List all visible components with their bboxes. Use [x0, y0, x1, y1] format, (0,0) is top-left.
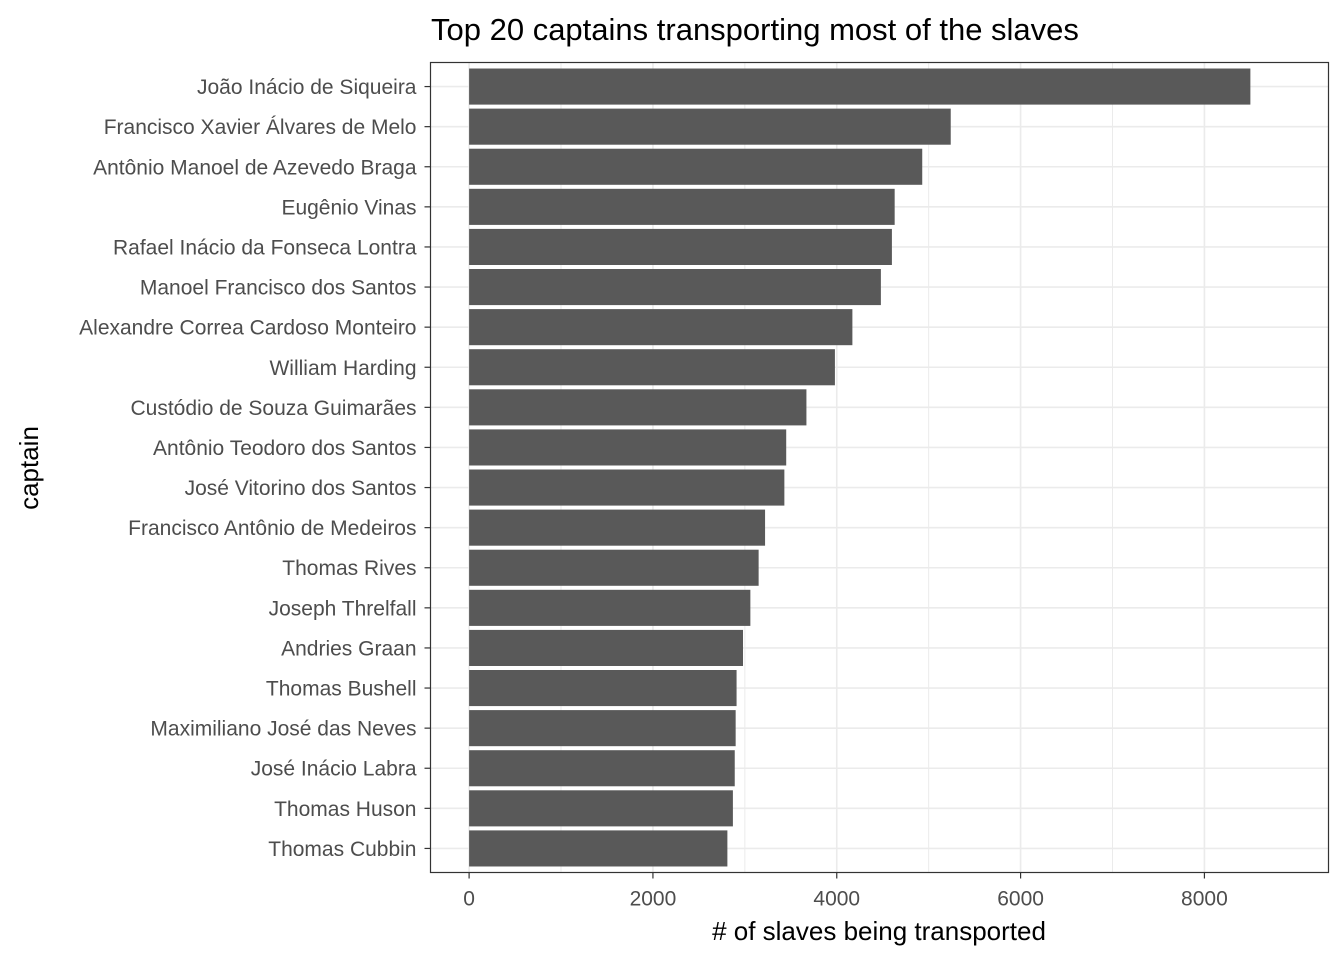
- x-tick-label: 4000: [813, 888, 860, 911]
- bar: [469, 108, 951, 145]
- bar: [469, 629, 744, 666]
- x-axis: 0 2000 4000 6000 8000: [463, 872, 1228, 911]
- x-tick-label: 0: [463, 888, 475, 911]
- y-tick-label: Antônio Manoel de Azevedo Braga: [93, 156, 417, 179]
- y-tick-label: Francisco Xavier Álvares de Melo: [104, 116, 417, 139]
- bar: [469, 790, 733, 827]
- y-tick-label: Rafael Inácio da Fonseca Lontra: [113, 236, 417, 259]
- y-tick-label: Joseph Threlfall: [269, 597, 417, 620]
- bar: [469, 309, 853, 346]
- y-axis: João Inácio de Siqueira Francisco Xavier …: [79, 76, 431, 861]
- y-tick-label: Thomas Huson: [274, 798, 416, 821]
- x-tick-label: 2000: [630, 888, 677, 911]
- y-tick-label: Eugênio Vinas: [281, 196, 416, 219]
- bar: [469, 469, 785, 506]
- bar: [469, 750, 735, 787]
- bar: [469, 670, 737, 707]
- bar: [469, 148, 923, 185]
- bars: [469, 68, 1251, 867]
- chart-title: Top 20 captains transporting most of the…: [431, 12, 1079, 47]
- y-tick-label: Francisco Antônio de Medeiros: [128, 517, 416, 540]
- y-tick-label: Manoel Francisco dos Santos: [140, 277, 417, 300]
- bar: [469, 710, 736, 747]
- y-tick-label: William Harding: [269, 357, 416, 380]
- y-tick-label: José Vitorino dos Santos: [185, 477, 417, 500]
- y-tick-label: Thomas Rives: [282, 557, 416, 580]
- y-tick-label: Antônio Teodoro dos Santos: [153, 437, 416, 460]
- y-tick-label: José Inácio Labra: [251, 758, 417, 781]
- bar: [469, 188, 895, 225]
- x-axis-title: # of slaves being transported: [712, 916, 1046, 946]
- y-tick-label: João Inácio de Siqueira: [197, 76, 417, 99]
- bar: [469, 349, 835, 386]
- y-tick-label: Custódio de Souza Guimarães: [131, 397, 417, 420]
- y-tick-label: Maximiliano José das Neves: [150, 718, 416, 741]
- y-tick-label: Andries Graan: [281, 637, 416, 660]
- bar: [469, 389, 807, 426]
- bar: [469, 228, 892, 265]
- x-tick-label: 6000: [997, 888, 1044, 911]
- bar: [469, 589, 751, 626]
- bar: [469, 509, 766, 546]
- bar: [469, 429, 787, 466]
- y-tick-label: Alexandre Correa Cardoso Monteiro: [79, 317, 416, 340]
- panel-border: [429, 61, 1330, 874]
- bar: [469, 68, 1251, 105]
- y-tick-label: Thomas Bushell: [266, 678, 417, 701]
- y-axis-title: captain: [14, 426, 44, 510]
- bar: [469, 830, 728, 867]
- bar: [469, 269, 881, 306]
- x-tick-label: 8000: [1181, 888, 1228, 911]
- y-tick-label: Thomas Cubbin: [268, 838, 416, 861]
- bar: [469, 549, 759, 586]
